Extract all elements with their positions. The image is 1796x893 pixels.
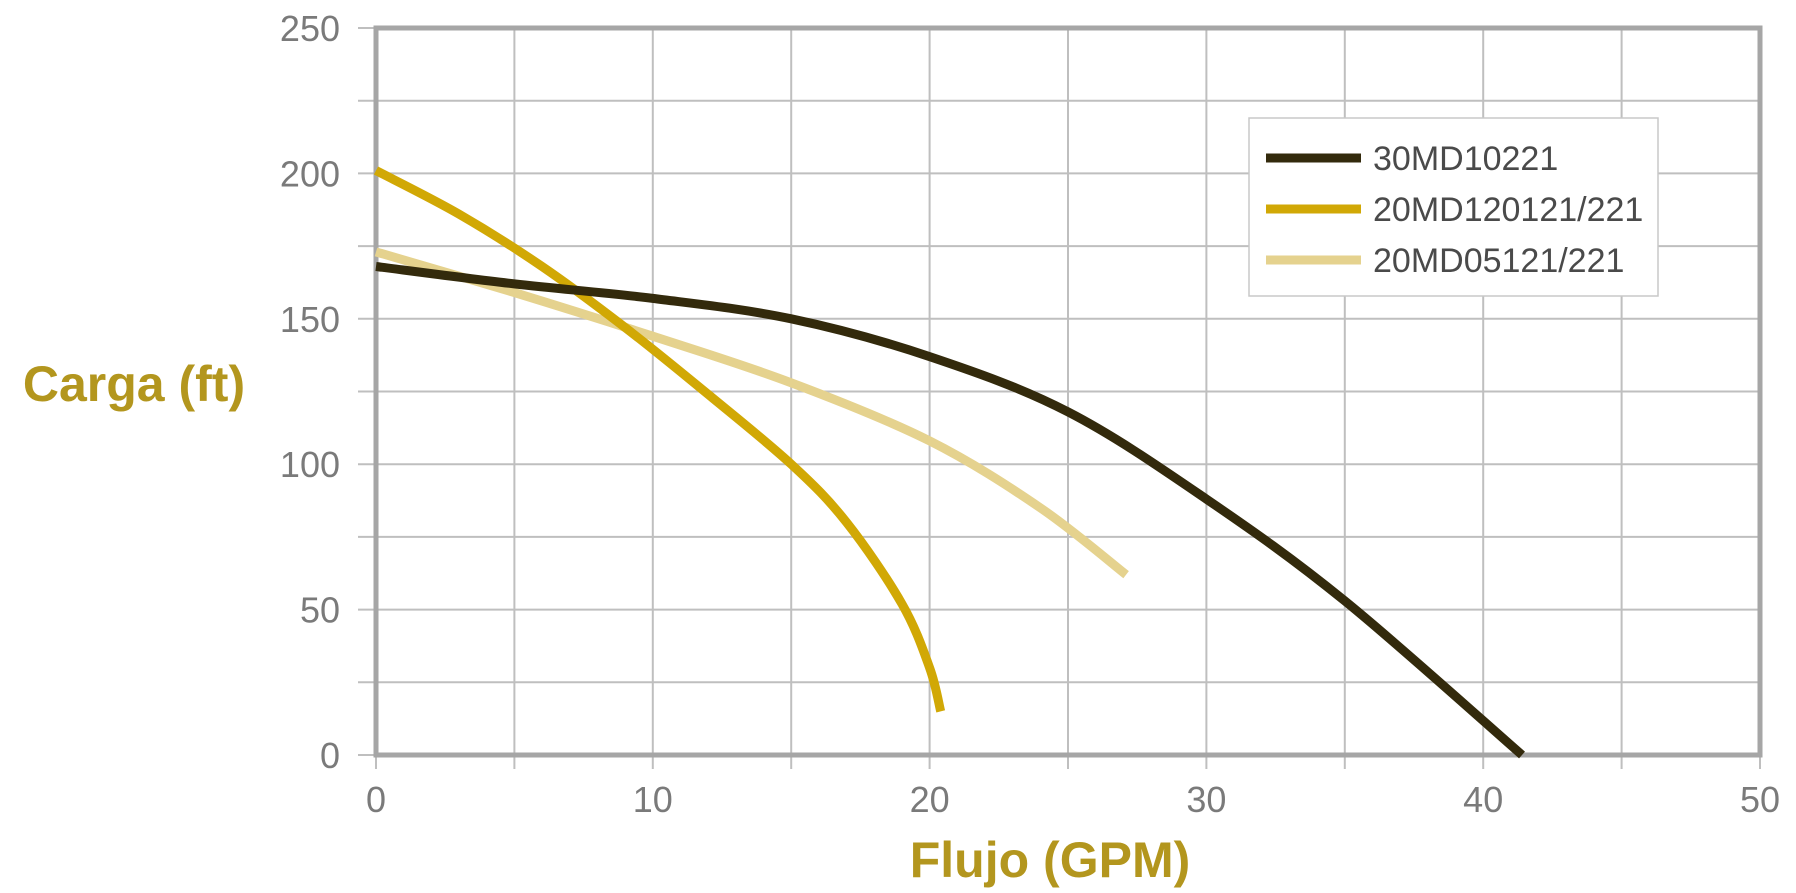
- legend-items: 30MD10221 20MD120121/221 20MD05121/221: [1266, 140, 1643, 280]
- grid: [358, 27, 1761, 769]
- series-line-2: [374, 247, 1129, 579]
- legend-label: 20MD05121/221: [1373, 242, 1624, 280]
- series-lines: [373, 166, 1525, 759]
- x-tick-label: 10: [633, 779, 673, 820]
- legend-label: 20MD120121/221: [1373, 191, 1643, 229]
- x-tick-label: 30: [1186, 779, 1226, 820]
- x-tick-label: 20: [910, 779, 950, 820]
- y-tick-label: 50: [300, 590, 340, 631]
- legend: 30MD10221 20MD120121/221 20MD05121/221: [1248, 117, 1659, 297]
- y-axis-title: Carga (ft): [23, 356, 245, 412]
- series-line-0: [375, 262, 1525, 759]
- y-tick-label: 100: [280, 444, 340, 485]
- x-axis-title: Flujo (GPM): [910, 832, 1191, 888]
- y-tick-label: 200: [280, 153, 340, 194]
- y-tick-label: 0: [320, 735, 340, 776]
- tick-labels: 0 10 20 30 40 50 0 50 100 150 200 250: [280, 8, 1780, 820]
- plot-frame: [373, 25, 1763, 758]
- y-tick-label: 150: [280, 299, 340, 340]
- x-tick-label: 40: [1463, 779, 1503, 820]
- x-tick-label: 50: [1740, 779, 1780, 820]
- series-line-1: [373, 166, 946, 713]
- x-tick-label: 0: [366, 779, 386, 820]
- axes: [373, 25, 1763, 758]
- legend-label: 30MD10221: [1373, 140, 1558, 178]
- y-tick-label: 250: [280, 8, 340, 49]
